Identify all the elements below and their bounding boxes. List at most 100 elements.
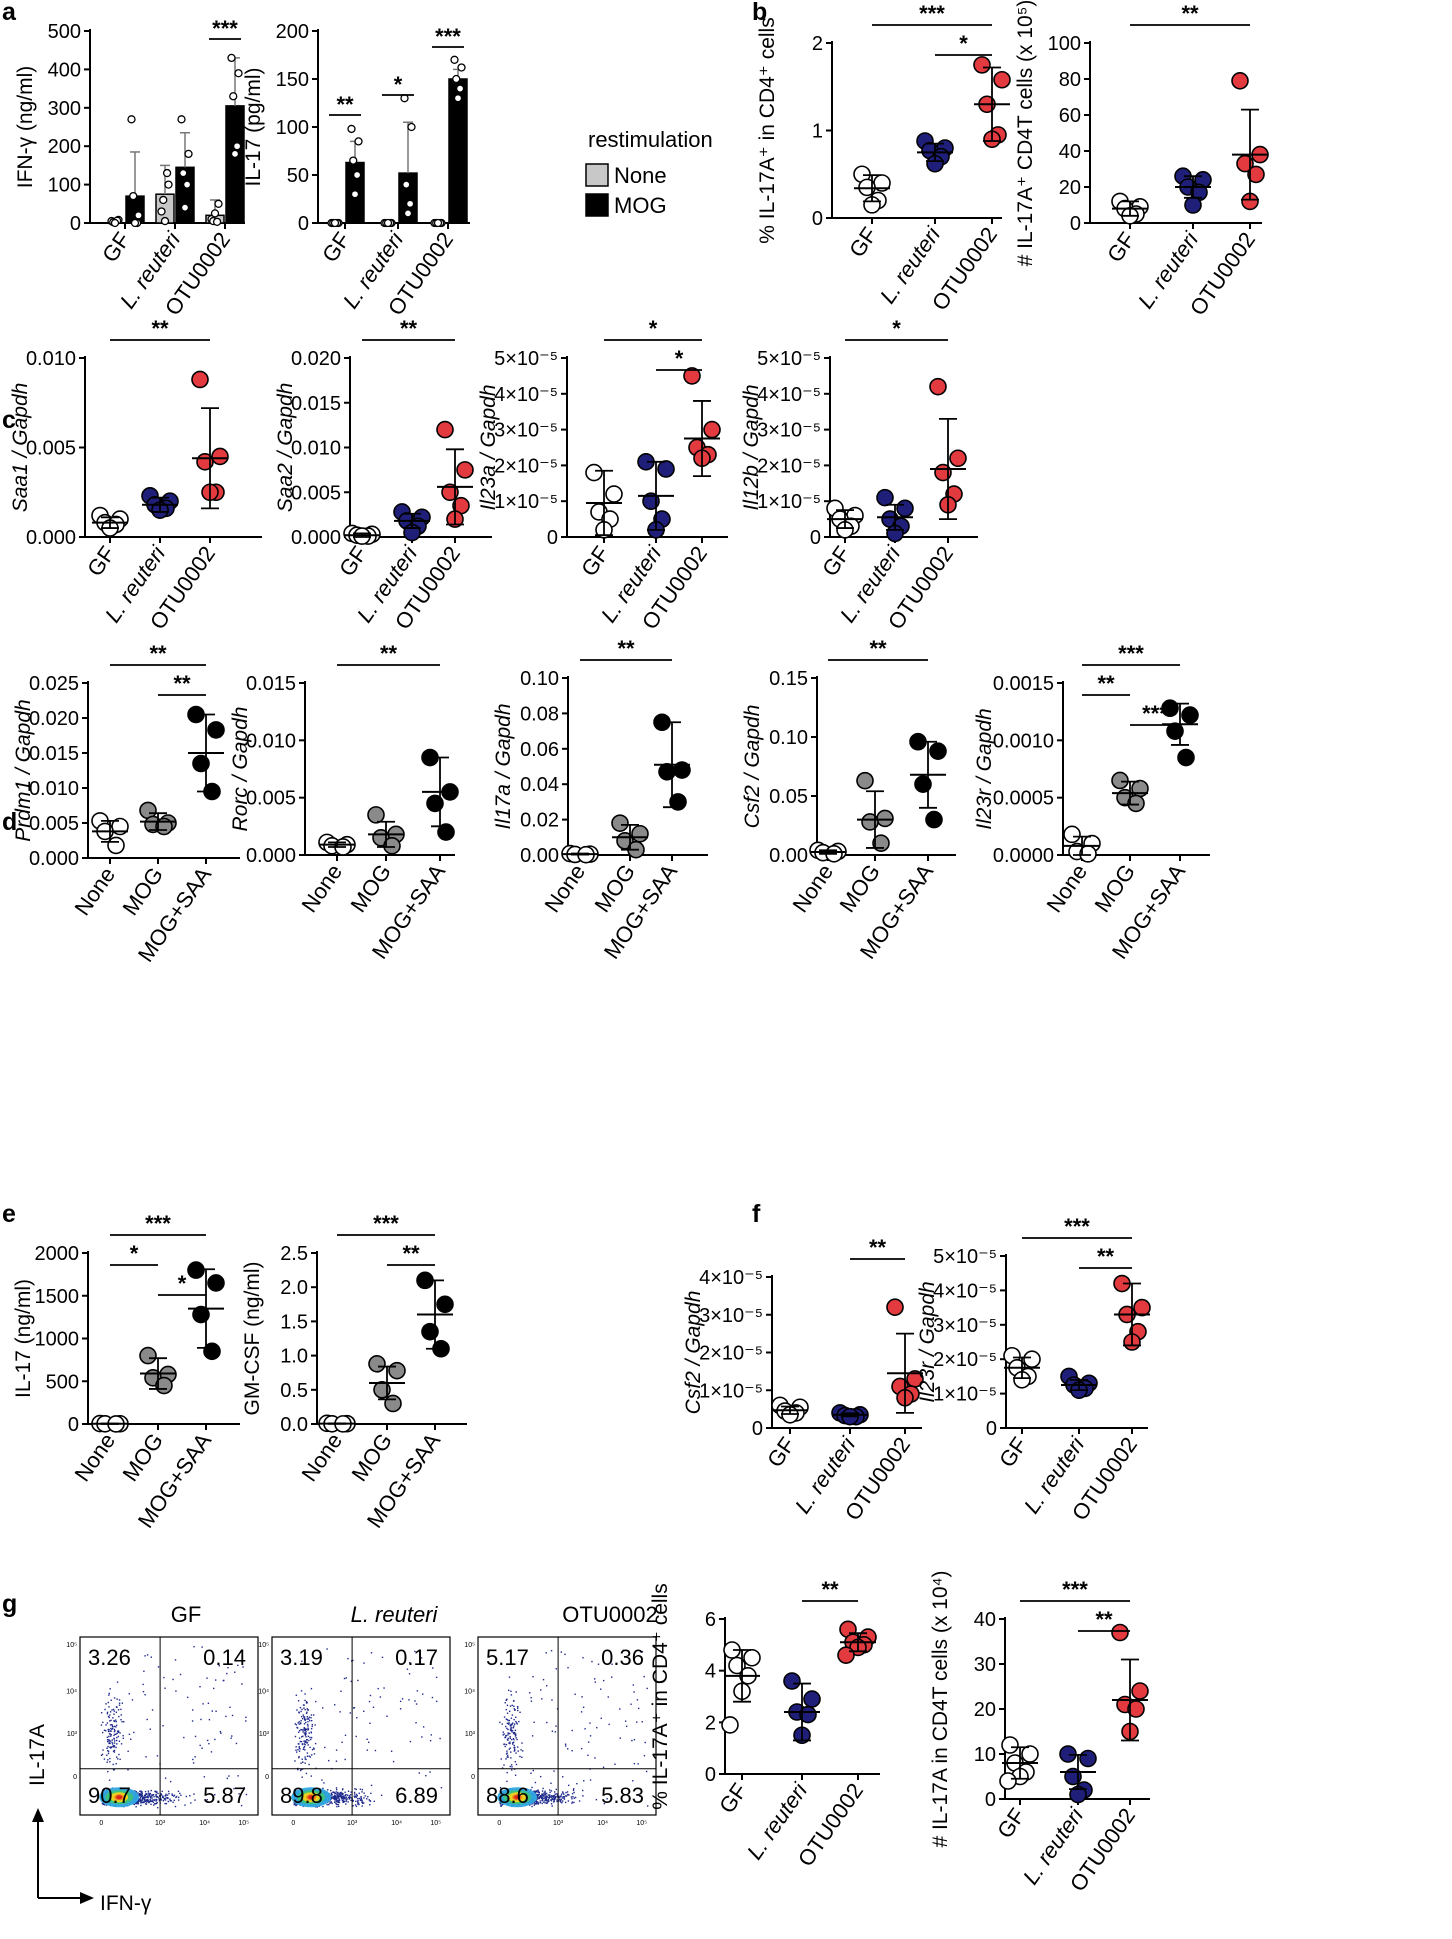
panel-label-a: a (2, 0, 17, 26)
flow-event (310, 1717, 312, 1719)
flow-event (558, 1798, 561, 1801)
flow-event (513, 1750, 516, 1752)
y-tick-label: 400 (48, 59, 81, 81)
flow-event (100, 1754, 103, 1757)
data-point (426, 794, 444, 813)
flow-event (306, 1716, 309, 1718)
flow-event (152, 1799, 154, 1801)
flow-event (311, 1723, 314, 1726)
flow-event (164, 1777, 167, 1779)
flow-event (507, 1756, 509, 1758)
flow-event (578, 1800, 581, 1802)
flow-event (548, 1794, 551, 1796)
flow-event (352, 1659, 354, 1662)
data-point (402, 180, 411, 189)
flow-event (101, 1753, 104, 1756)
flow-event (512, 1700, 515, 1702)
flow-event (593, 1678, 596, 1680)
legend-swatch-mog (585, 193, 609, 217)
flow-event (359, 1788, 362, 1790)
flow-event (646, 1687, 648, 1690)
x-category-label: GF (576, 542, 614, 581)
flow-event (112, 1769, 115, 1771)
data-point (139, 1346, 157, 1365)
flow-event (506, 1752, 508, 1754)
flow-event (202, 1703, 204, 1705)
flow-event (505, 1743, 508, 1746)
chart-d5: 0.0000 0.0005 0.0010 0.0015 Il23r / Gapdh Non… (973, 641, 1210, 964)
flow-event (431, 1696, 434, 1699)
flow-event (539, 1775, 542, 1778)
data-point (177, 115, 186, 124)
flow-event (544, 1797, 546, 1800)
y-tick-label: 0.000 (29, 848, 79, 870)
flow-event (177, 1796, 180, 1799)
flow-event (142, 1801, 145, 1804)
flow-event (149, 1792, 152, 1795)
flow-event (175, 1795, 178, 1798)
flow-event (353, 1795, 356, 1797)
flow-event (636, 1721, 638, 1723)
data-point (403, 209, 413, 218)
chart-c3: 0 1×10⁻⁵ 2×10⁻⁵ 3×10⁻⁵ 4×10⁻⁵ 5×10⁻⁵ Il23a / G… (477, 316, 728, 634)
significance-label: * (675, 346, 684, 371)
flow-event (299, 1740, 302, 1743)
flow-event (547, 1798, 550, 1801)
flow-event (357, 1803, 359, 1805)
flow-event (304, 1699, 306, 1702)
data-point (1111, 1623, 1129, 1642)
flow-event (435, 1676, 438, 1679)
flow-event (310, 1728, 313, 1730)
flow-event (302, 1714, 305, 1716)
flow-event (107, 1701, 109, 1704)
y-tick-label: 4×10⁻⁵ (699, 1267, 763, 1289)
flow-event (602, 1679, 605, 1682)
flow-event (313, 1753, 316, 1755)
y-tick-label: 100 (1048, 33, 1081, 55)
flow-event (192, 1709, 194, 1711)
flow-event (512, 1742, 514, 1744)
flow-event (521, 1756, 523, 1759)
flow-event (302, 1729, 304, 1731)
y-tick-label: 0 (752, 1418, 763, 1440)
data-point (350, 190, 360, 199)
data-point (1063, 825, 1081, 844)
panel-label-f: f (752, 1200, 761, 1228)
flow-event (348, 1798, 351, 1800)
data-point (436, 420, 454, 439)
flow-event (338, 1799, 341, 1802)
flow-event (315, 1700, 317, 1703)
data-point (129, 191, 138, 201)
flow-event (149, 1795, 151, 1798)
data-point (1079, 1749, 1097, 1768)
flow-event (105, 1703, 107, 1705)
flow-event (313, 1748, 315, 1750)
flow-event (637, 1763, 639, 1765)
data-point (925, 810, 943, 829)
flow-event (563, 1796, 566, 1798)
flow-event (512, 1737, 515, 1740)
flow-event (303, 1747, 305, 1749)
flow-event (518, 1720, 520, 1723)
flow-event (504, 1745, 506, 1748)
flow-event (301, 1718, 304, 1720)
flow-event (352, 1707, 355, 1709)
flow-event (589, 1722, 591, 1724)
flow-event (159, 1797, 162, 1799)
flow-event (156, 1755, 159, 1757)
flow-event (304, 1749, 306, 1751)
flow-event (510, 1757, 512, 1759)
flow-event (336, 1800, 339, 1802)
flow-event (162, 1725, 164, 1727)
data-point (657, 460, 675, 478)
flow-event (115, 1756, 118, 1758)
flow-event (143, 1800, 145, 1803)
chart-f2: 0 1×10⁻⁵ 2×10⁻⁵ 3×10⁻⁵ 4×10⁻⁵ 5×10⁻⁵ Il23r / G… (916, 1214, 1151, 1525)
flow-event (103, 1789, 105, 1791)
flow-event (374, 1749, 377, 1752)
flow-event (304, 1744, 306, 1746)
significance-label: *** (435, 24, 461, 49)
flow-event (568, 1794, 570, 1796)
